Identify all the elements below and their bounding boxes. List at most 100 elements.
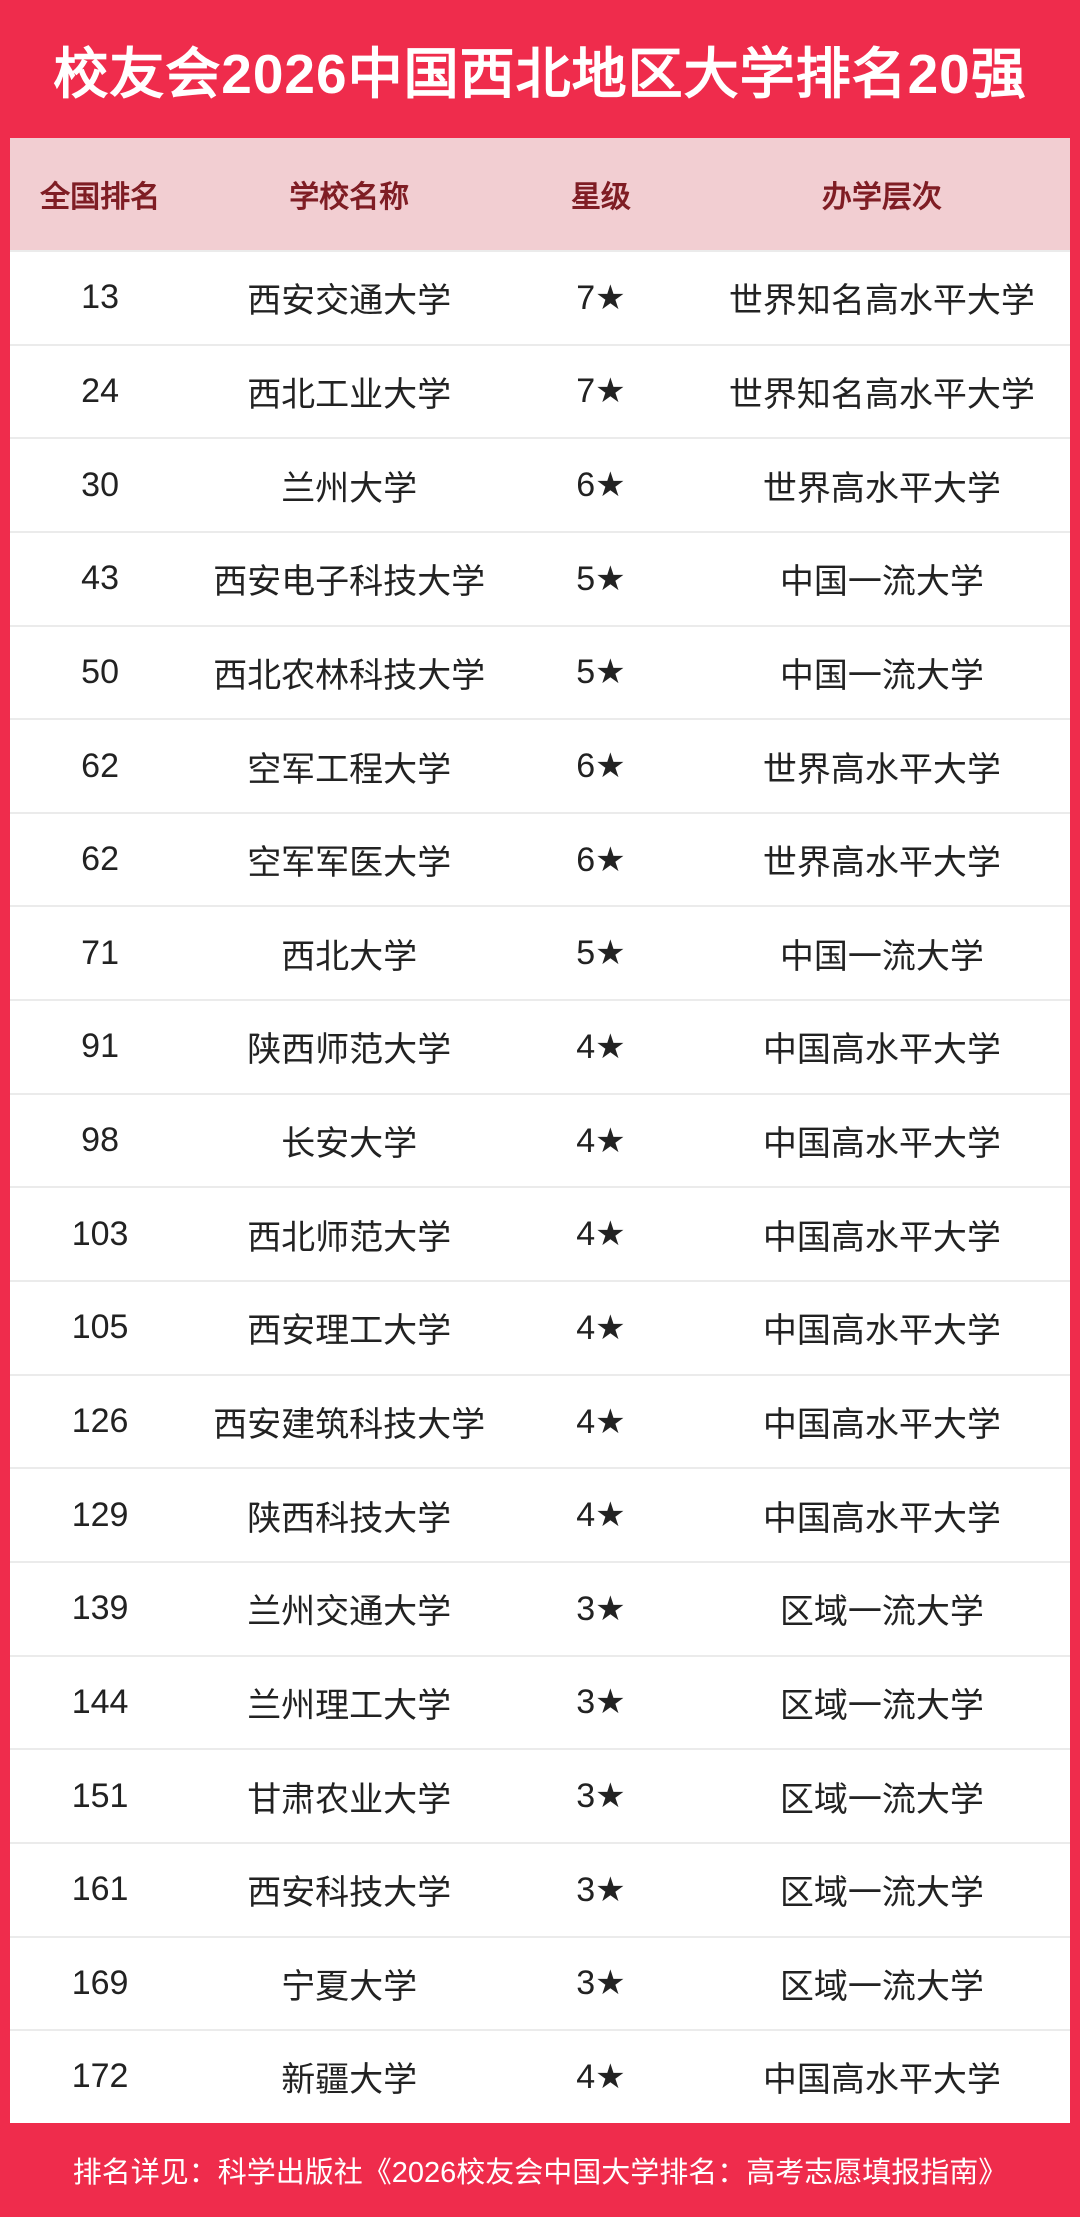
rank-cell: 13	[81, 278, 119, 317]
school-name-cell: 陕西师范大学	[247, 1031, 452, 1070]
table-row: 13 西安交通大学 7★ 世界知名高水平大学	[10, 250, 1070, 344]
rank-cell: 24	[81, 371, 119, 410]
star-rating-cell: 7★	[576, 278, 626, 317]
school-level-cell: 中国高水平大学	[762, 1406, 1001, 1444]
school-level-cell: 区域一流大学	[779, 1686, 984, 1725]
school-level-cell: 中国高水平大学	[762, 1499, 1001, 1538]
table-row: 91 陕西师范大学 4★ 中国高水平大学	[10, 999, 1070, 1093]
star-rating-cell: 4★	[576, 1402, 626, 1441]
rank-cell: 62	[81, 746, 119, 785]
rank-cell: 43	[81, 559, 119, 598]
school-name-cell: 长安大学	[281, 1125, 418, 1164]
school-level-cell: 中国一流大学	[779, 563, 984, 602]
school-name-cell: 兰州大学	[281, 469, 418, 508]
star-rating-cell: 5★	[576, 559, 626, 598]
school-level-cell: 区域一流大学	[779, 1874, 984, 1913]
table-row: 172 新疆大学 4★ 中国高水平大学	[10, 2029, 1070, 2123]
table-row: 62 空军工程大学 6★ 世界高水平大学	[10, 718, 1070, 812]
school-name-cell: 西安建筑科技大学	[213, 1406, 486, 1444]
school-name-cell: 新疆大学	[281, 2061, 418, 2100]
table-header-row: 全国排名 学校名称 星级 办学层次	[10, 138, 1070, 250]
school-name-cell: 兰州理工大学	[247, 1686, 452, 1725]
star-rating-cell: 3★	[576, 1777, 626, 1816]
school-level-cell: 中国高水平大学	[762, 1218, 1001, 1257]
school-level-cell: 世界高水平大学	[762, 844, 1001, 883]
table-row: 139 兰州交通大学 3★ 区域一流大学	[10, 1560, 1070, 1655]
table-row: 169 宁夏大学 3★ 区域一流大学	[10, 1935, 1070, 2030]
star-rating-cell: 4★	[576, 1027, 626, 1066]
footer-source-note: 排名详见：科学出版社《2026校友会中国大学排名：高考志愿填报指南》	[72, 2156, 1008, 2189]
rank-cell: 105	[71, 1308, 129, 1347]
star-rating-cell: 3★	[576, 1964, 626, 2003]
star-rating-cell: 4★	[576, 1496, 626, 1535]
rank-cell: 139	[71, 1589, 129, 1628]
star-rating-cell: 3★	[576, 1589, 626, 1628]
rank-cell: 98	[81, 1121, 119, 1160]
rank-cell: 126	[71, 1402, 129, 1440]
rank-cell: 169	[71, 1963, 129, 2002]
school-level-cell: 中国一流大学	[779, 937, 984, 976]
table-row: 151 甘肃农业大学 3★ 区域一流大学	[10, 1748, 1070, 1842]
school-name-cell: 西北师范大学	[247, 1218, 452, 1257]
star-rating-cell: 6★	[576, 466, 626, 505]
rank-cell: 144	[71, 1682, 129, 1721]
table-row: 43 西安电子科技大学 5★ 中国一流大学	[10, 530, 1070, 625]
table-row: 71 西北大学 5★ 中国一流大学	[10, 905, 1070, 1000]
school-level-cell: 世界高水平大学	[762, 469, 1001, 508]
title-banner: 校友会2026中国西北地区大学排名20强	[0, 0, 1080, 138]
star-rating-cell: 4★	[576, 1121, 626, 1160]
school-name-cell: 兰州交通大学	[247, 1593, 452, 1632]
school-level-cell: 中国高水平大学	[762, 1312, 1001, 1351]
rank-cell: 50	[81, 652, 119, 691]
school-level-cell: 世界高水平大学	[762, 750, 1001, 789]
footer-banner: 排名详见：科学出版社《2026校友会中国大学排名：高考志愿填报指南》	[0, 2123, 1080, 2217]
school-name-cell: 陕西科技大学	[247, 1499, 452, 1538]
column-header-star-rating: 星级	[570, 181, 631, 214]
school-name-cell: 空军工程大学	[247, 750, 452, 789]
star-rating-cell: 3★	[576, 1683, 626, 1722]
star-rating-cell: 5★	[576, 934, 626, 973]
table-body: 13 西安交通大学 7★ 世界知名高水平大学 24 西北工业大学 7★ 世界知名…	[10, 250, 1070, 2123]
table-row: 161 西安科技大学 3★ 区域一流大学	[10, 1841, 1070, 1936]
school-level-cell: 世界知名高水平大学	[728, 375, 1035, 414]
star-rating-cell: 4★	[576, 2057, 626, 2096]
rank-cell: 129	[71, 1495, 129, 1534]
star-rating-cell: 4★	[576, 1308, 626, 1347]
school-level-cell: 中国一流大学	[779, 656, 984, 695]
school-name-cell: 西安科技大学	[247, 1874, 452, 1913]
table-row: 30 兰州大学 6★ 世界高水平大学	[10, 437, 1070, 531]
table-row: 129 陕西科技大学 4★ 中国高水平大学	[10, 1467, 1070, 1561]
rank-cell: 161	[71, 1870, 129, 1909]
column-header-school-level: 办学层次	[821, 181, 942, 214]
table-row: 24 西北工业大学 7★ 世界知名高水平大学	[10, 343, 1070, 438]
rank-cell: 151	[71, 1776, 129, 1815]
star-rating-cell: 6★	[576, 840, 626, 879]
rank-cell: 71	[81, 933, 119, 972]
school-level-cell: 区域一流大学	[779, 1967, 984, 2006]
school-level-cell: 区域一流大学	[779, 1780, 984, 1819]
school-name-cell: 西安理工大学	[247, 1312, 452, 1351]
column-header-school-name: 学校名称	[289, 181, 410, 214]
school-level-cell: 世界知名高水平大学	[728, 282, 1035, 321]
school-name-cell: 西北大学	[281, 937, 418, 976]
rank-cell: 30	[81, 465, 119, 504]
column-header-national-rank: 全国排名	[40, 181, 161, 214]
school-name-cell: 空军军医大学	[247, 844, 452, 883]
table-row: 144 兰州理工大学 3★ 区域一流大学	[10, 1654, 1070, 1749]
school-name-cell: 宁夏大学	[281, 1967, 418, 2006]
school-level-cell: 中国高水平大学	[762, 1031, 1001, 1070]
table-row: 50 西北农林科技大学 5★ 中国一流大学	[10, 624, 1070, 719]
table-row: 98 长安大学 4★ 中国高水平大学	[10, 1092, 1070, 1187]
rank-cell: 103	[71, 1214, 129, 1253]
ranking-table: 全国排名 学校名称 星级 办学层次 13 西安交通大学 7★ 世界知名高水平大学…	[10, 138, 1070, 2123]
school-name-cell: 西北工业大学	[247, 375, 452, 414]
school-level-cell: 中国高水平大学	[762, 1125, 1001, 1164]
table-row: 103 西北师范大学 4★ 中国高水平大学	[10, 1186, 1070, 1281]
star-rating-cell: 5★	[576, 653, 626, 692]
table-row: 126 西安建筑科技大学 4★ 中国高水平大学	[10, 1373, 1070, 1468]
rank-cell: 172	[71, 2057, 129, 2096]
school-name-cell: 西安电子科技大学	[213, 563, 486, 602]
star-rating-cell: 3★	[576, 1870, 626, 1909]
school-name-cell: 西安交通大学	[247, 282, 452, 321]
